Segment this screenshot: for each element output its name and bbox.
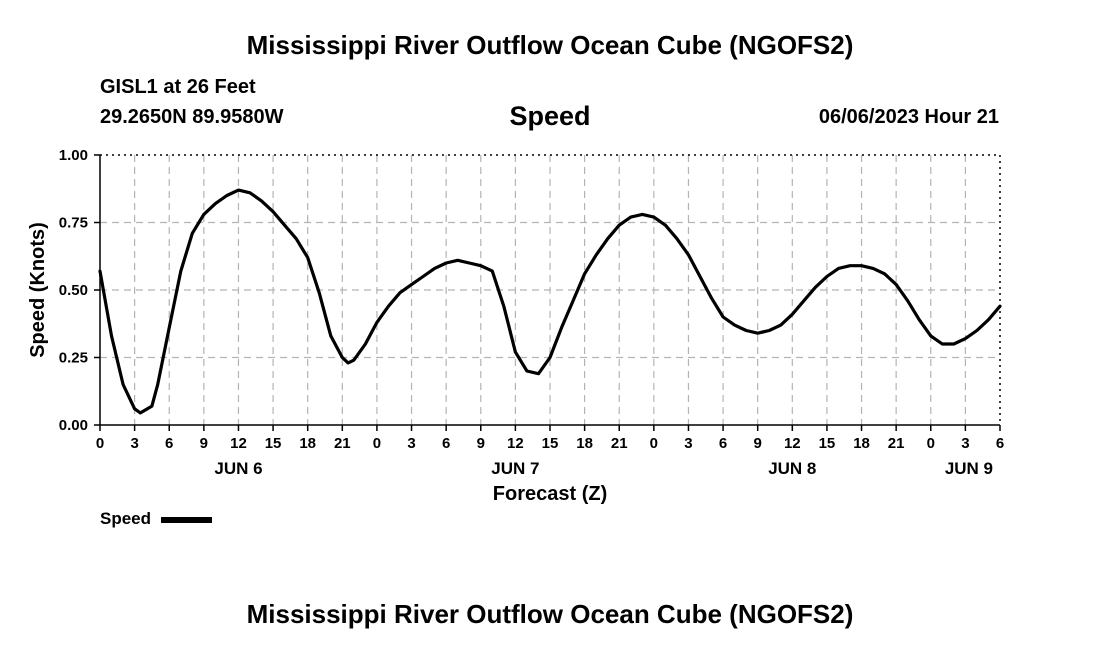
x-tick-label: 9 bbox=[477, 435, 485, 452]
x-tick-label: 12 bbox=[230, 435, 247, 452]
station-coordinates: 29.2650N 89.9580W bbox=[100, 106, 284, 128]
legend-swatch bbox=[161, 517, 212, 523]
x-tick-label: 15 bbox=[265, 435, 282, 452]
date-label: JUN 6 bbox=[214, 459, 262, 478]
date-label: JUN 7 bbox=[491, 459, 539, 478]
x-tick-label: 12 bbox=[507, 435, 524, 452]
x-tick-label: 15 bbox=[542, 435, 559, 452]
legend-label: Speed bbox=[100, 509, 152, 528]
x-tick-label: 3 bbox=[961, 435, 969, 452]
y-axis-title: Speed (Knots) bbox=[27, 222, 49, 358]
y-tick-label: 0.50 bbox=[59, 282, 88, 299]
x-axis-title: Forecast (Z) bbox=[493, 483, 607, 505]
x-tick-label: 6 bbox=[442, 435, 450, 452]
x-tick-label: 9 bbox=[754, 435, 762, 452]
parameter-title: Speed bbox=[509, 101, 591, 131]
x-tick-label: 0 bbox=[96, 435, 104, 452]
chart-title: Mississippi River Outflow Ocean Cube (NG… bbox=[246, 30, 854, 60]
y-tick-label: 0.00 bbox=[59, 417, 88, 434]
y-tick-label: 0.25 bbox=[59, 350, 88, 367]
y-tick-label: 0.75 bbox=[59, 215, 88, 232]
forecast-datetime: 06/06/2023 Hour 21 bbox=[818, 106, 999, 128]
x-tick-label: 9 bbox=[200, 435, 208, 452]
x-tick-label: 18 bbox=[853, 435, 870, 452]
date-label: JUN 9 bbox=[945, 459, 993, 478]
y-tick-label: 1.00 bbox=[59, 147, 88, 164]
x-tick-label: 21 bbox=[334, 435, 351, 452]
x-tick-label: 6 bbox=[165, 435, 173, 452]
x-tick-label: 6 bbox=[719, 435, 727, 452]
x-tick-label: 0 bbox=[650, 435, 658, 452]
speed-series-line bbox=[98, 188, 1002, 415]
x-tick-label: 18 bbox=[576, 435, 593, 452]
station-label: GISL1 at 26 Feet bbox=[100, 76, 256, 98]
x-tick-label: 21 bbox=[611, 435, 628, 452]
x-tick-label: 6 bbox=[996, 435, 1004, 452]
x-tick-label: 18 bbox=[299, 435, 316, 452]
date-label: JUN 8 bbox=[768, 459, 816, 478]
x-tick-label: 12 bbox=[784, 435, 801, 452]
x-tick-label: 3 bbox=[684, 435, 692, 452]
x-tick-label: 15 bbox=[819, 435, 836, 452]
x-tick-label: 3 bbox=[407, 435, 415, 452]
x-tick-label: 21 bbox=[888, 435, 905, 452]
chart-title-repeat: Mississippi River Outflow Ocean Cube (NG… bbox=[246, 599, 854, 629]
x-tick-label: 3 bbox=[130, 435, 138, 452]
x-tick-label: 0 bbox=[927, 435, 935, 452]
x-tick-label: 0 bbox=[373, 435, 381, 452]
